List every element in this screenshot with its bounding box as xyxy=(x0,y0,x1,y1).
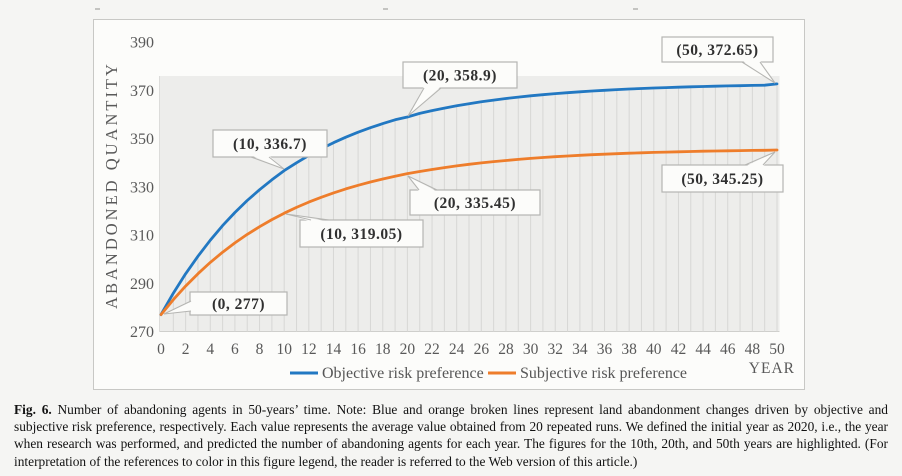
callout-pointer-edge xyxy=(407,87,425,117)
y-tick-label: 270 xyxy=(130,324,154,341)
y-tick-label: 390 xyxy=(130,35,154,52)
callout-label: (50, 345.25) xyxy=(681,171,763,188)
y-axis-labels: 270 290 310 330 350 370 390 xyxy=(130,35,154,342)
callout-label: (20, 335.45) xyxy=(434,195,516,212)
x-tick-label: 32 xyxy=(547,341,563,358)
legend-label-objective: Objective risk preference xyxy=(322,365,484,382)
callout-box xyxy=(661,164,784,193)
figure-caption: Fig. 6. Number of abandoning agents in 5… xyxy=(14,401,888,470)
x-tick-label: 30 xyxy=(523,341,539,358)
x-tick-label: 14 xyxy=(326,341,342,358)
callout-box xyxy=(299,219,424,248)
x-tick-label: 24 xyxy=(449,341,465,358)
annotation-callout: (10, 319.05) xyxy=(285,213,424,248)
annotations: (0, 277) (10, 336.7) (20, 358.9) (50, 372.6… xyxy=(163,36,784,316)
x-tick-label: 38 xyxy=(621,341,637,358)
y-tick-label: 370 xyxy=(130,83,154,100)
x-tick-label: 12 xyxy=(301,341,317,358)
annotation-callout: (20, 358.9) xyxy=(402,61,518,117)
callout-box xyxy=(409,189,541,216)
callout-pointer-edge xyxy=(741,61,776,84)
x-tick-label: 4 xyxy=(206,341,214,358)
x-axis-labels: 0 2 4 6 8 10 12 14 16 18 20 22 24 26 28 30 32 34 36 38 40 42 4… xyxy=(157,341,785,358)
legend-item-objective: Objective risk preference xyxy=(290,365,484,382)
x-tick-label: 34 xyxy=(572,341,588,358)
x-tick-label: 6 xyxy=(231,341,239,358)
x-tick-label: 20 xyxy=(400,341,416,358)
callout-pointer-edge xyxy=(762,151,776,166)
stray-crop-mark xyxy=(383,8,388,10)
y-tick-label: 330 xyxy=(130,179,154,196)
x-tick-label: 10 xyxy=(276,341,292,358)
callout-pointer-edge xyxy=(268,156,285,170)
x-tick-label: 50 xyxy=(769,341,785,358)
stray-crop-mark xyxy=(95,8,100,10)
callout-pointer-edge xyxy=(744,151,776,166)
callout-pointer-edge xyxy=(250,156,285,170)
figure-caption-text: Number of abandoning agents in 50-years’… xyxy=(14,402,888,469)
x-tick-label: 2 xyxy=(182,341,190,358)
x-tick-label: 28 xyxy=(498,341,514,358)
callout-label: (10, 319.05) xyxy=(320,226,402,243)
annotation-callout: (50, 345.25) xyxy=(661,151,784,193)
x-tick-label: 22 xyxy=(424,341,440,358)
x-tick-label: 42 xyxy=(671,341,687,358)
legend: Objective risk preference Subjective risk… xyxy=(290,365,687,382)
x-tick-label: 44 xyxy=(695,341,711,358)
figure-label: Fig. 6. xyxy=(14,402,52,417)
callout-label: (20, 358.9) xyxy=(423,68,497,85)
callout-pointer-edge xyxy=(759,61,776,84)
annotation-callout: (20, 335.45) xyxy=(407,175,541,216)
callout-pointer-edge xyxy=(163,310,192,315)
y-tick-label: 310 xyxy=(130,228,154,245)
stray-crop-mark xyxy=(633,8,638,10)
annotation-callout: (50, 372.65) xyxy=(661,36,776,84)
annotation-callout: (0, 277) xyxy=(163,291,288,316)
callout-box xyxy=(402,61,518,89)
subjective-line xyxy=(159,148,779,317)
x-axis-title: YEAR xyxy=(749,360,795,377)
callout-box xyxy=(661,36,774,63)
callout-pointer xyxy=(251,155,284,169)
x-tick-label: 36 xyxy=(597,341,613,358)
callout-pointer-edge xyxy=(163,300,192,315)
callout-box xyxy=(212,129,328,158)
line-chart: (0, 277) (10, 336.7) (20, 358.9) (50, 372.6… xyxy=(93,19,805,390)
legend-item-subjective: Subjective risk preference xyxy=(488,365,687,382)
objective-line xyxy=(159,82,779,317)
y-axis-title: ABANDONED QUANTITY xyxy=(102,61,121,309)
callout-pointer-edge xyxy=(407,175,438,191)
y-tick-label: 290 xyxy=(130,276,154,293)
callout-pointer-edge xyxy=(285,213,330,221)
callout-pointer xyxy=(286,214,329,222)
x-tick-label: 26 xyxy=(474,341,490,358)
callout-pointer-edge xyxy=(407,175,420,191)
legend-label-subjective: Subjective risk preference xyxy=(520,365,687,382)
callout-pointer xyxy=(408,176,437,192)
x-tick-label: 8 xyxy=(256,341,264,358)
x-tick-label: 46 xyxy=(720,341,736,358)
callout-label: (0, 277) xyxy=(212,296,265,313)
annotation-callout: (10, 336.7) xyxy=(212,129,328,170)
y-tick-label: 350 xyxy=(130,131,154,148)
x-tick-label: 0 xyxy=(157,341,165,358)
callout-label: (10, 336.7) xyxy=(233,136,307,153)
x-tick-label: 48 xyxy=(745,341,761,358)
callout-label: (50, 372.65) xyxy=(676,42,758,59)
x-tick-label: 16 xyxy=(350,341,366,358)
callout-pointer-edge xyxy=(407,87,442,117)
x-tick-label: 18 xyxy=(375,341,391,358)
x-tick-label: 40 xyxy=(646,341,662,358)
callout-pointer xyxy=(745,152,775,167)
